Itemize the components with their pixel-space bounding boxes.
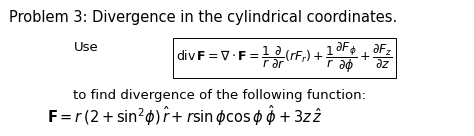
- Text: $\mathrm{div}\,\mathbf{F} = \nabla \cdot \mathbf{F} = \dfrac{1}{r}\dfrac{\partia: $\mathrm{div}\,\mathbf{F} = \nabla \cdot…: [176, 41, 393, 75]
- Text: to find divergence of the following function:: to find divergence of the following func…: [73, 89, 366, 102]
- Text: $\mathbf{F} =r\,(2 + \sin^2\!\phi)\,\hat{r} + r\sin\phi\cos\phi\;\hat{\phi} + 3z: $\mathbf{F} =r\,(2 + \sin^2\!\phi)\,\hat…: [47, 103, 323, 128]
- Text: Problem 3: Divergence in the cylindrical coordinates.: Problem 3: Divergence in the cylindrical…: [9, 10, 398, 24]
- Text: Use: Use: [73, 41, 98, 54]
